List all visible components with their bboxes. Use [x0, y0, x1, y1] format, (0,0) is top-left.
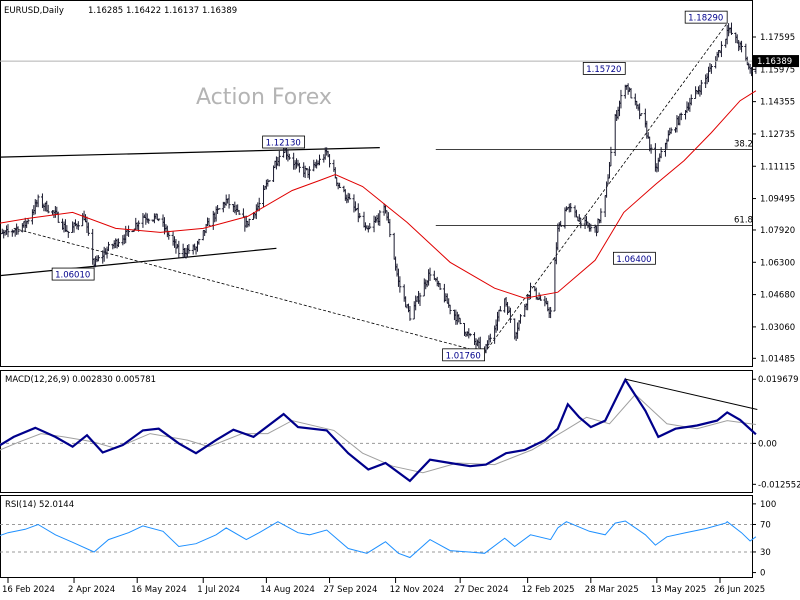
price-header-close: 1.16389 [202, 6, 237, 16]
current-price-marker: 1.16389 [0, 55, 799, 67]
macd-trend-line [625, 378, 758, 410]
macd-y-axis-ticks: 0.019679 0.00 -0.012552 [752, 375, 800, 490]
price-y-tick-label: 1.14355 [760, 98, 795, 108]
price-annotation-box [582, 62, 626, 75]
macd-y-tick-label: 0.019679 [758, 375, 799, 385]
price-annotation-label: 1.18290 [688, 14, 723, 24]
price-annotation-box [51, 267, 95, 281]
x-tick-label: 16 Feb 2024 [2, 585, 55, 595]
price-annotation-label: 1.06400 [616, 255, 651, 265]
price-y-tick-label: 1.06300 [760, 258, 795, 268]
x-tick-label: 14 Aug 2024 [260, 585, 314, 595]
current-price-box [753, 55, 799, 68]
price-y-tick-label: 1.01485 [760, 354, 795, 364]
rsi-levels [0, 523, 752, 553]
price-annotation-label: 1.01760 [446, 351, 481, 361]
price-y-tick-label: 1.11115 [760, 162, 795, 172]
rsi-title: RSI(14) 52.0144 [5, 500, 74, 510]
x-tick-label: 2 Apr 2024 [68, 585, 115, 595]
rsi-y-tick-label: 100 [760, 500, 776, 510]
price-y-axis-ticks: 1.17595 1.15975 1.14355 1.12735 1.11115 1.094… [752, 33, 795, 364]
price-annotation-box [262, 135, 306, 149]
x-tick-label: 27 Sep 2024 [324, 585, 378, 595]
price-y-tick-label: 1.17595 [760, 33, 795, 43]
price-y-tick-label: 1.07920 [760, 226, 795, 236]
price-bars [0, 22, 758, 356]
price-y-tick-label: 1.15975 [760, 65, 795, 75]
x-tick-label: 28 Mar 2025 [585, 585, 639, 595]
rsi-y-axis-ticks: 100 70 30 0 [752, 500, 776, 579]
x-tick-label: 16 May 2024 [131, 585, 186, 595]
price-annotation-label: 1.15720 [586, 65, 621, 75]
price-annotation-label: 1.12130 [266, 139, 301, 149]
macd-y-tick-label: -0.012552 [758, 480, 800, 490]
rsi-y-tick-label: 70 [760, 520, 771, 530]
macd-signal-line [0, 393, 756, 474]
rsi-line [0, 520, 757, 559]
price-annotation-box [442, 348, 485, 362]
price-annotation-box [613, 251, 656, 265]
price-header-high: 1.16422 [126, 6, 161, 16]
price-header-low: 1.16137 [164, 6, 199, 16]
fibonacci-levels: 38.2 61.8 [435, 140, 753, 226]
price-annotation-box [684, 10, 728, 24]
price-y-tick-label: 1.04680 [760, 291, 795, 301]
x-tick-label: 12 Feb 2025 [522, 585, 575, 595]
x-tick-label: 26 Jun 2025 [714, 585, 765, 595]
watermark: Action Forex [196, 85, 332, 110]
fib-level-label: 61.8 [734, 215, 753, 225]
price-header-symbol: EURUSD,Daily [4, 6, 64, 16]
moving-average-line [0, 90, 757, 299]
x-tick-label: 12 Nov 2024 [390, 585, 444, 595]
x-tick-label: 1 Jul 2024 [197, 585, 240, 595]
trend-line [0, 247, 277, 277]
price-panel-frame [0, 0, 753, 367]
macd-title: MACD(12,26,9) 0.002830 0.005781 [5, 375, 156, 385]
price-y-tick-label: 1.12735 [760, 130, 795, 140]
price-annotation-label: 1.06010 [55, 271, 90, 281]
x-axis-ticks: 16 Feb 2024 2 Apr 2024 16 May 2024 1 Jul 20… [2, 578, 765, 595]
macd-panel-frame [0, 370, 753, 493]
rsi-y-tick-label: 30 [760, 548, 771, 558]
price-y-tick-label: 1.03060 [760, 323, 795, 333]
fib-level-label: 38.2 [734, 140, 753, 150]
trend-line [0, 147, 380, 158]
current-price-label: 1.16389 [757, 57, 792, 67]
trend-line [484, 22, 728, 354]
macd-y-tick-label: 0.00 [758, 439, 777, 449]
x-tick-label: 27 Dec 2024 [454, 585, 508, 595]
rsi-y-tick-label: 0 [760, 569, 765, 579]
price-header-open: 1.16285 [88, 6, 123, 16]
x-tick-label: 13 May 2025 [651, 585, 706, 595]
price-annotations: 1.18290 1.15720 1.12130 1.06400 1.06010 1.017… [51, 10, 728, 362]
price-y-tick-label: 1.09495 [760, 195, 795, 205]
rsi-panel-frame [0, 495, 753, 578]
macd-line [0, 377, 757, 483]
